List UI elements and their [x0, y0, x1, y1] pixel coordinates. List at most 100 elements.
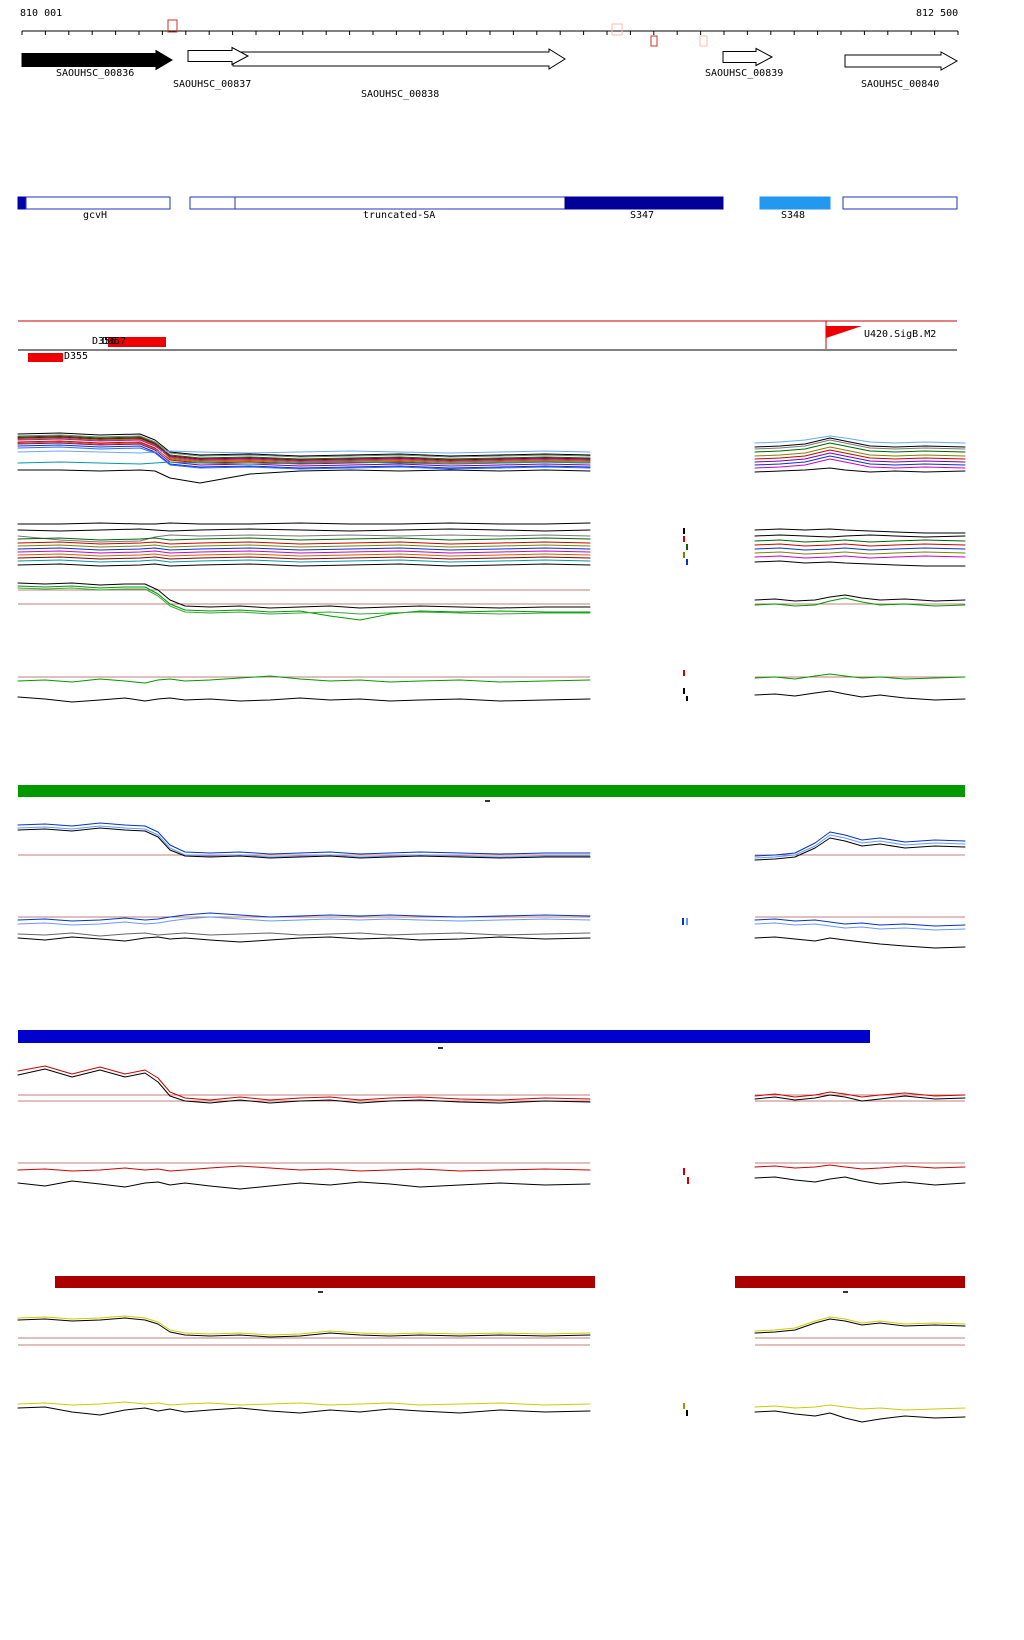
yellow-black-flat-left-series: [17, 1401, 591, 1406]
annotation-label-d357: D357: [102, 336, 127, 347]
yellow-black-step-right-series: [754, 1318, 966, 1334]
cluster1-right-series: [754, 455, 966, 466]
cluster1-right-series: [754, 467, 966, 473]
cluster1-left-series: [17, 450, 591, 454]
annotation-label-d355: D355: [64, 351, 89, 362]
cluster1-left-series: [17, 438, 591, 462]
cluster2-left-series: [17, 556, 591, 560]
feature-bar: [564, 196, 724, 210]
ruler-end-label: 812 500: [916, 8, 959, 19]
green-black-flat-right-series: [754, 690, 966, 701]
cluster2-left-series: [17, 547, 591, 551]
green-operon-bar: [18, 785, 965, 797]
gene-label-saouhsc-00840: SAOUHSC_00840: [861, 79, 940, 90]
ruler-mark: [650, 35, 658, 47]
cluster1-left-series: [17, 444, 591, 469]
cluster1-right-series: [754, 442, 966, 453]
cluster2-left-series: [17, 559, 591, 563]
red-black-step-right-series: [754, 1094, 966, 1102]
cluster1-left-series: [17, 437, 591, 463]
gene-label-saouhsc-00839: SAOUHSC_00839: [705, 68, 784, 79]
bar-tick: [485, 800, 490, 802]
gene-arrow: [232, 48, 566, 70]
cluster1-right-series: [754, 437, 966, 448]
cluster2-right-series: [754, 539, 966, 543]
yellow-black-flat-right-series: [754, 1404, 966, 1411]
cluster2-right-series: [754, 560, 966, 567]
yellow-black-flat-left-series: [17, 1406, 591, 1416]
green-black-step-right-series: [754, 594, 966, 602]
cluster1-right-series: [754, 449, 966, 460]
cluster2-left-series: [17, 522, 591, 525]
feature-bar: [842, 196, 958, 210]
blue-black-flat-right-series: [754, 922, 966, 931]
yellow-black-step-right-series: [754, 1316, 966, 1332]
cluster2-right-series: [754, 528, 966, 534]
green-black-flat-left-series: [17, 696, 591, 703]
cluster2-left-series: [17, 537, 591, 541]
feature-label-gcvh: gcvH: [83, 210, 108, 221]
annotation-label-d356: D356: [92, 336, 117, 347]
blue-black-flat-right-series: [754, 936, 966, 949]
feature-bar: [759, 196, 831, 210]
blue-black-step-left-series: [17, 825, 591, 858]
feature-label-s348: S348: [781, 210, 806, 221]
cluster2-left-series: [17, 553, 591, 557]
cluster2-right-series: [754, 555, 966, 559]
cluster2-right-series: [754, 534, 966, 538]
cluster2-left-series: [17, 544, 591, 548]
yellow-black-step-left-series: [17, 1317, 591, 1338]
cluster1-right-series: [754, 452, 966, 463]
blue-black-flat-left-series: [17, 932, 591, 937]
feature-label-truncated: truncated-SA: [363, 210, 436, 221]
bar-tick: [318, 1291, 323, 1293]
cluster2-left-series: [17, 534, 591, 543]
cluster1-right-series: [754, 439, 966, 450]
red-black-flat-left-series: [17, 1165, 591, 1172]
green-black-flat-right-series: [754, 673, 966, 680]
gene-arrow: [187, 46, 250, 66]
blue-black-flat-left-series: [17, 912, 591, 922]
red-black-step-left-series: [17, 1065, 591, 1101]
cluster2-left-series: [17, 541, 591, 545]
cluster1-left-series: [17, 434, 591, 458]
annotation-label-u420-sigb-m2: U420.SigB.M2: [864, 329, 937, 340]
gene-arrow: [722, 47, 774, 67]
blue-black-flat-left-series: [17, 916, 591, 926]
gene-label-saouhsc-00838: SAOUHSC_00838: [361, 89, 440, 100]
ruler-mark: [167, 19, 178, 33]
cluster1-right-series: [754, 458, 966, 469]
cluster2-right-series: [754, 547, 966, 551]
blue-black-step-left-series: [17, 822, 591, 855]
blue-black-step-right-series: [754, 834, 966, 859]
cluster1-left-series: [17, 435, 591, 460]
cluster2-left-series: [17, 563, 591, 567]
cluster1-left-series: [17, 469, 591, 484]
red-black-flat-left-series: [17, 1180, 591, 1190]
cluster2-right-series: [754, 543, 966, 547]
feature-label-s347: S347: [630, 210, 655, 221]
cluster1-left-series: [17, 461, 591, 465]
bar-tick: [438, 1047, 443, 1049]
ruler-mark: [699, 35, 708, 47]
green-black-step-left-series: [17, 587, 591, 615]
green-black-step-right-series: [754, 597, 966, 607]
cluster1-right-series: [754, 435, 966, 444]
green-black-step-left-series: [17, 585, 591, 621]
blue-black-flat-right-series: [754, 918, 966, 927]
gene-label-saouhsc-00836: SAOUHSC_00836: [56, 68, 135, 79]
ruler-mark: [611, 23, 623, 36]
blue-black-step-right-series: [754, 831, 966, 857]
red-black-step-right-series: [754, 1091, 966, 1098]
green-black-step-left-series: [17, 582, 591, 609]
gene-arrow: [844, 51, 959, 71]
blue-operon-bar: [18, 1030, 870, 1043]
cluster1-left-series: [17, 446, 591, 470]
yellow-black-step-left-series: [17, 1315, 591, 1336]
green-black-flat-left-series: [17, 675, 591, 684]
yellow-black-flat-right-series: [754, 1410, 966, 1423]
blue-black-step-left-series: [17, 827, 591, 859]
feature-bar: [17, 196, 27, 210]
